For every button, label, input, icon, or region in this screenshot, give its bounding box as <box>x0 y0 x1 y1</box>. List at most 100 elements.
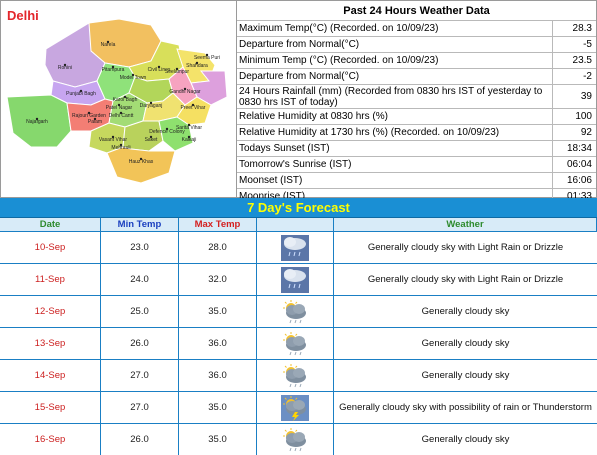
forecast-date: 14-Sep <box>0 360 101 391</box>
rain-cloud-icon <box>281 234 309 261</box>
forecast-row: 11-Sep 24.0 32.0 Generally cloudy sky with … <box>0 263 597 295</box>
past-24-row-label: Maximum Temp(°C) (Recorded. on 10/09/23) <box>239 23 439 34</box>
forecast-weather: Generally cloudy sky <box>421 306 510 317</box>
district-dot <box>157 65 161 69</box>
district-label: Kalkaji <box>182 137 197 143</box>
district-dot <box>165 127 169 131</box>
district-dot <box>187 135 191 139</box>
forecast-min-temp: 26.0 <box>101 328 179 359</box>
past-24-row: Departure from Normal(°C) -2 <box>237 69 596 85</box>
district-dot <box>149 101 153 105</box>
past-24-row-label: Departure from Normal(°C) <box>239 39 360 50</box>
district-label: Gandhi Nagar <box>169 89 200 95</box>
past-24-row: Relative Humidity at 1730 hrs (%) (Recor… <box>237 125 596 141</box>
forecast-icon-cell <box>257 264 334 295</box>
district-label: Preet Vihar <box>181 105 206 111</box>
district-dot <box>87 111 91 115</box>
forecast-min-temp: 26.0 <box>101 424 179 455</box>
header-min-temp: Min Temp <box>101 218 179 231</box>
header-weather: Weather <box>334 218 597 231</box>
forecast-date: 13-Sep <box>0 328 101 359</box>
past-24-row-value: 01:33 <box>552 189 596 204</box>
district-dot <box>191 103 195 107</box>
forecast-row: 13-Sep 26.0 36.0 Generally cloudy sky <box>0 327 597 359</box>
past-24-row-value: 92 <box>552 125 596 140</box>
district-label: Najafgarh <box>26 119 48 125</box>
past-24-row-label: Relative Humidity at 1730 hrs (%) (Recor… <box>239 127 500 138</box>
map-district-region[interactable] <box>6 94 72 148</box>
district-label: Hauz Khas <box>129 159 154 165</box>
forecast-weather: Generally cloudy sky with Light Rain or … <box>367 274 564 285</box>
sun-cloud-icon <box>281 363 309 389</box>
forecast-icon-cell <box>257 360 334 391</box>
district-dot <box>183 87 187 91</box>
forecast-icon-cell <box>257 296 334 327</box>
map-title: Delhi <box>7 8 39 23</box>
forecast-min-temp: 27.0 <box>101 360 179 391</box>
district-label: Saket <box>145 137 158 143</box>
past-24-row-label: Moonset (IST) <box>239 175 303 186</box>
forecast-row: 16-Sep 26.0 35.0 Generally cloudy sky <box>0 423 597 455</box>
map-district-region[interactable] <box>106 146 176 184</box>
district-label: Rajouri Garden <box>72 113 106 119</box>
forecast-section: 7 Day's Forecast Date Min Temp Max Temp … <box>0 198 597 455</box>
forecast-min-temp: 25.0 <box>101 296 179 327</box>
past-24-row: Moonset (IST) 16:06 <box>237 173 596 189</box>
past-24-hours-panel: Past 24 Hours Weather Data Maximum Temp(… <box>237 0 597 205</box>
sun-cloud-icon <box>281 427 309 453</box>
past-24-row-label: Relative Humidity at 0830 hrs (%) <box>239 111 388 122</box>
past-24-row-value: 39 <box>552 85 596 108</box>
district-label: Karol Bagh <box>113 97 138 103</box>
past-24-row-value: -5 <box>552 37 596 52</box>
district-dot <box>35 117 39 121</box>
past-24-row-value: 28.3 <box>552 21 596 36</box>
past-24-row: 24 Hours Rainfall (mm) (Recorded from 08… <box>237 85 596 109</box>
past-24-row-value: 100 <box>552 109 596 124</box>
forecast-icon-cell <box>257 328 334 359</box>
forecast-weather: Generally cloudy sky with Light Rain or … <box>367 242 564 253</box>
past-24-row-value: 18:34 <box>552 141 596 156</box>
forecast-max-temp: 35.0 <box>179 392 257 423</box>
district-label: Patel Nagar <box>106 105 133 111</box>
district-dot <box>123 95 127 99</box>
forecast-date: 16-Sep <box>0 424 101 455</box>
forecast-title: 7 Day's Forecast <box>0 198 597 218</box>
forecast-row: 12-Sep 25.0 35.0 Generally cloudy sky <box>0 295 597 327</box>
district-dot <box>63 63 67 67</box>
forecast-date: 15-Sep <box>0 392 101 423</box>
forecast-max-temp: 36.0 <box>179 328 257 359</box>
forecast-min-temp: 24.0 <box>101 264 179 295</box>
district-label: Palam <box>88 119 102 125</box>
district-dot <box>111 135 115 139</box>
sun-cloud-icon <box>281 299 309 325</box>
past-24-row-value: 16:06 <box>552 173 596 188</box>
district-label: Model Town <box>120 75 147 81</box>
forecast-date: 11-Sep <box>0 264 101 295</box>
past-24-row-label: Todays Sunset (IST) <box>239 143 330 154</box>
district-label: Seelampur <box>165 69 190 75</box>
past-24-row-value: 06:04 <box>552 157 596 172</box>
district-dot <box>111 65 115 69</box>
past-24-row-label: Moonrise (IST) <box>239 191 306 202</box>
district-dot <box>175 67 179 71</box>
forecast-icon-cell <box>257 232 334 263</box>
past-24-row: Relative Humidity at 0830 hrs (%) 100 <box>237 109 596 125</box>
district-label: Pitampura <box>102 67 125 73</box>
district-label: Rohini <box>58 65 72 71</box>
forecast-max-temp: 35.0 <box>179 424 257 455</box>
district-dot <box>139 157 143 161</box>
district-dot <box>79 89 83 93</box>
forecast-weather: Generally cloudy sky <box>421 370 510 381</box>
past-24-hours-title: Past 24 Hours Weather Data <box>237 1 596 21</box>
district-dot <box>195 61 199 65</box>
district-label: Civil Lines <box>148 67 171 73</box>
district-label: Defence Colony <box>149 129 185 135</box>
district-label: Seema Puri <box>194 55 220 61</box>
header-max-temp: Max Temp <box>179 218 257 231</box>
map-district-region[interactable] <box>158 116 194 152</box>
forecast-date: 12-Sep <box>0 296 101 327</box>
forecast-max-temp: 32.0 <box>179 264 257 295</box>
forecast-weather: Generally cloudy sky <box>421 338 510 349</box>
header-date: Date <box>0 218 101 231</box>
